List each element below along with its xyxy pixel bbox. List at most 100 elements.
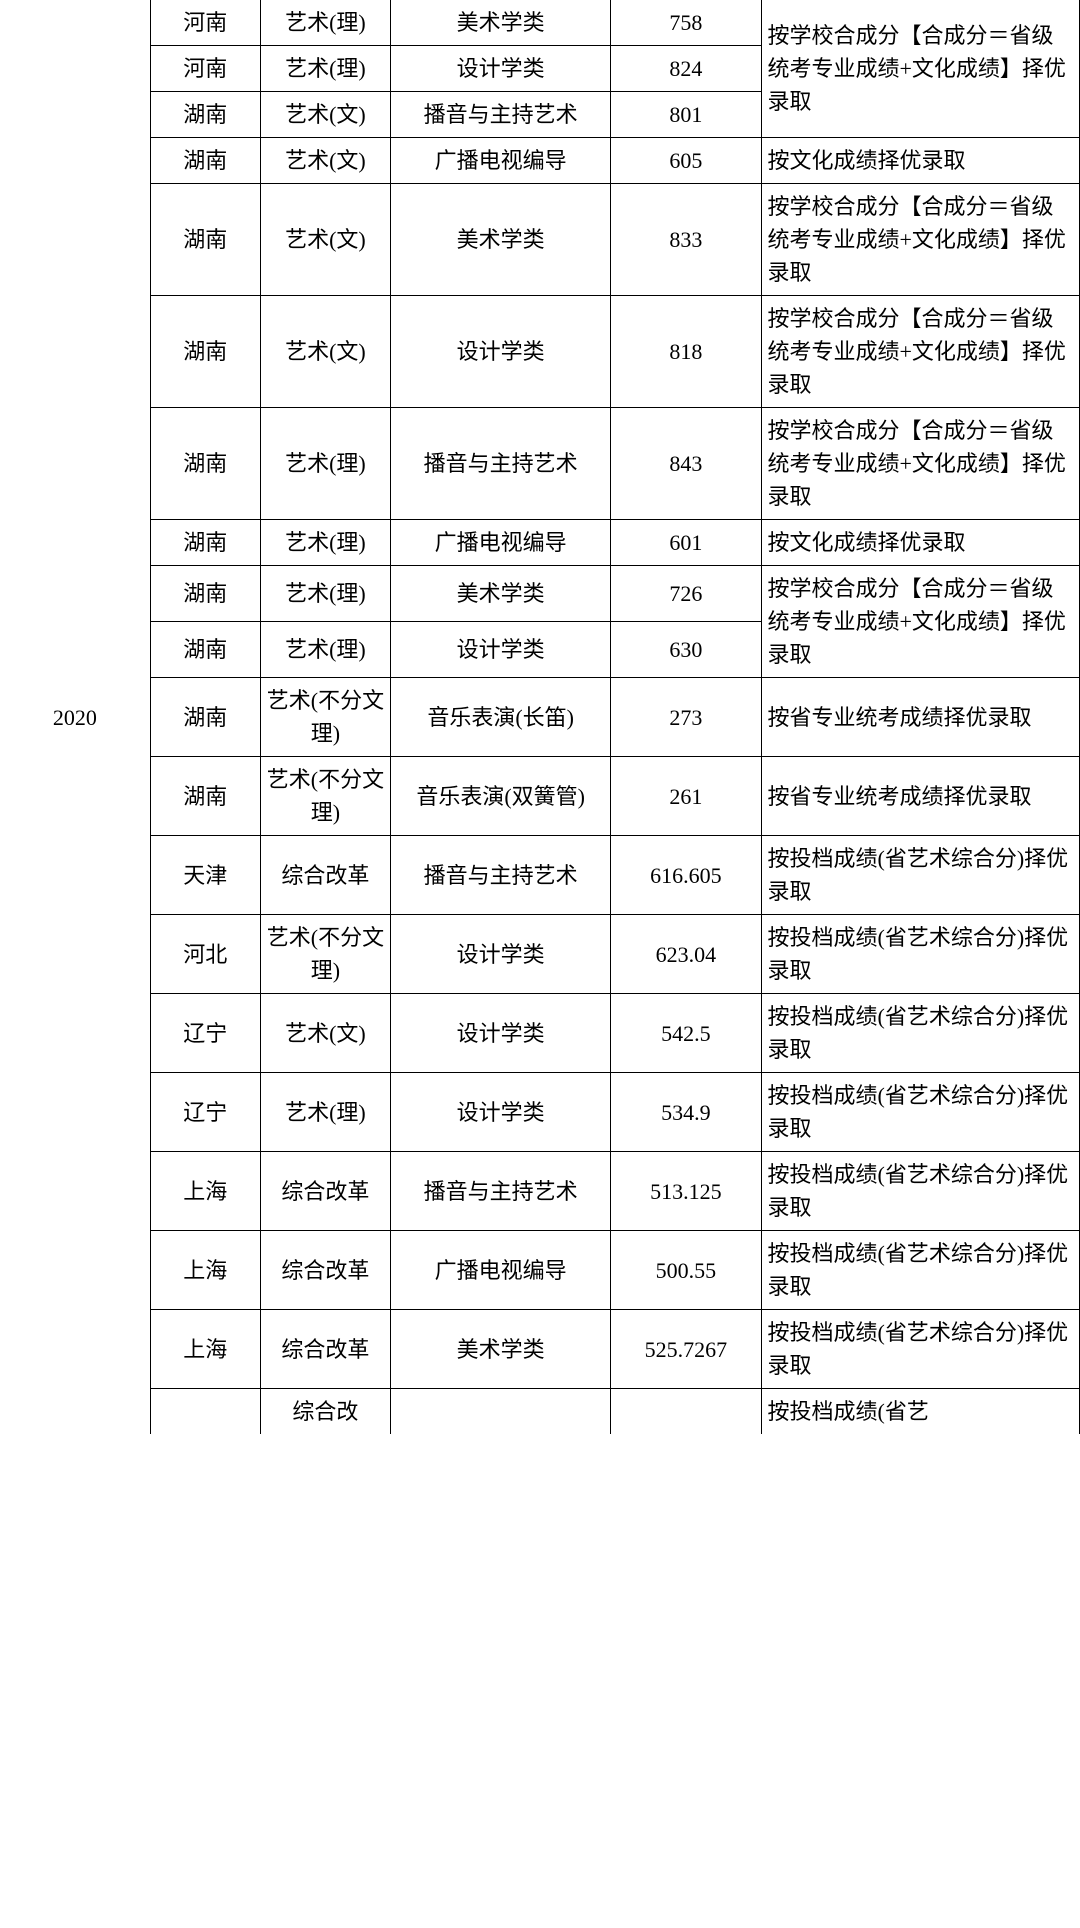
table-row: 河北 艺术(不分文理) 设计学类 623.04 按投档成绩(省艺术综合分)择优录… (0, 915, 1080, 994)
table-row: 上海 综合改革 广播电视编导 500.55 按投档成绩(省艺术综合分)择优录取 (0, 1231, 1080, 1310)
score-cell: 818 (611, 296, 761, 408)
table-row: 辽宁 艺术(理) 设计学类 534.9 按投档成绩(省艺术综合分)择优录取 (0, 1073, 1080, 1152)
score-cell: 726 (611, 566, 761, 622)
major-cell: 美术学类 (391, 0, 611, 46)
prov-cell: 湖南 (150, 408, 260, 520)
major-cell: 设计学类 (391, 994, 611, 1073)
remark-cell: 按投档成绩(省艺术综合分)择优录取 (761, 836, 1079, 915)
remark-cell: 按投档成绩(省艺术综合分)择优录取 (761, 1310, 1079, 1389)
prov-cell: 湖南 (150, 757, 260, 836)
major-cell: 设计学类 (391, 46, 611, 92)
cat-cell: 艺术(理) (260, 0, 390, 46)
table-row: 天津 综合改革 播音与主持艺术 616.605 按投档成绩(省艺术综合分)择优录… (0, 836, 1080, 915)
prov-cell: 湖南 (150, 520, 260, 566)
cat-cell: 艺术(理) (260, 520, 390, 566)
prov-cell: 湖南 (150, 296, 260, 408)
prov-cell: 湖南 (150, 138, 260, 184)
prov-cell: 辽宁 (150, 994, 260, 1073)
prov-cell (150, 1389, 260, 1435)
table-row: 湖南 艺术(理) 播音与主持艺术 843 按学校合成分【合成分＝省级统考专业成绩… (0, 408, 1080, 520)
prov-cell: 湖南 (150, 566, 260, 622)
score-cell: 623.04 (611, 915, 761, 994)
prov-cell: 河南 (150, 0, 260, 46)
prov-cell: 河北 (150, 915, 260, 994)
cat-cell: 艺术(文) (260, 994, 390, 1073)
score-cell: 500.55 (611, 1231, 761, 1310)
score-cell: 824 (611, 46, 761, 92)
major-cell: 广播电视编导 (391, 138, 611, 184)
score-cell: 833 (611, 184, 761, 296)
remark-cell: 按学校合成分【合成分＝省级统考专业成绩+文化成绩】择优录取 (761, 296, 1079, 408)
major-cell: 广播电视编导 (391, 1231, 611, 1310)
major-cell: 音乐表演(长笛) (391, 678, 611, 757)
remark-cell: 按省专业统考成绩择优录取 (761, 678, 1079, 757)
major-cell: 美术学类 (391, 1310, 611, 1389)
table-row: 湖南 艺术(文) 美术学类 833 按学校合成分【合成分＝省级统考专业成绩+文化… (0, 184, 1080, 296)
cat-cell: 综合改革 (260, 1310, 390, 1389)
table-row: 上海 综合改革 播音与主持艺术 513.125 按投档成绩(省艺术综合分)择优录… (0, 1152, 1080, 1231)
table-row: 湖南 艺术(文) 设计学类 818 按学校合成分【合成分＝省级统考专业成绩+文化… (0, 296, 1080, 408)
table-row: 综合改 按投档成绩(省艺 (0, 1389, 1080, 1435)
major-cell: 设计学类 (391, 622, 611, 678)
score-cell: 758 (611, 0, 761, 46)
remark-cell: 按投档成绩(省艺术综合分)择优录取 (761, 1073, 1079, 1152)
score-cell: 261 (611, 757, 761, 836)
prov-cell: 辽宁 (150, 1073, 260, 1152)
major-cell: 设计学类 (391, 296, 611, 408)
score-cell: 801 (611, 92, 761, 138)
cat-cell: 综合改 (260, 1389, 390, 1435)
score-cell: 513.125 (611, 1152, 761, 1231)
remark-cell: 按投档成绩(省艺术综合分)择优录取 (761, 1152, 1079, 1231)
score-cell: 273 (611, 678, 761, 757)
table-row: 湖南 艺术(文) 广播电视编导 605 按文化成绩择优录取 (0, 138, 1080, 184)
prov-cell: 天津 (150, 836, 260, 915)
table-row: 辽宁 艺术(文) 设计学类 542.5 按投档成绩(省艺术综合分)择优录取 (0, 994, 1080, 1073)
score-cell: 630 (611, 622, 761, 678)
prov-cell: 湖南 (150, 622, 260, 678)
major-cell: 播音与主持艺术 (391, 836, 611, 915)
cat-cell: 艺术(理) (260, 408, 390, 520)
major-cell: 设计学类 (391, 915, 611, 994)
major-cell: 播音与主持艺术 (391, 1152, 611, 1231)
cat-cell: 艺术(不分文理) (260, 915, 390, 994)
major-cell (391, 1389, 611, 1435)
cat-cell: 艺术(不分文理) (260, 757, 390, 836)
remark-cell: 按文化成绩择优录取 (761, 520, 1079, 566)
remark-cell: 按学校合成分【合成分＝省级统考专业成绩+文化成绩】择优录取 (761, 408, 1079, 520)
cat-cell: 综合改革 (260, 1152, 390, 1231)
remark-cell: 按投档成绩(省艺术综合分)择优录取 (761, 915, 1079, 994)
score-cell: 616.605 (611, 836, 761, 915)
prov-cell: 上海 (150, 1310, 260, 1389)
major-cell: 广播电视编导 (391, 520, 611, 566)
remark-cell: 按省专业统考成绩择优录取 (761, 757, 1079, 836)
remark-cell: 按投档成绩(省艺术综合分)择优录取 (761, 994, 1079, 1073)
cat-cell: 艺术(理) (260, 1073, 390, 1152)
cat-cell: 艺术(理) (260, 46, 390, 92)
remark-cell: 按学校合成分【合成分＝省级统考专业成绩+文化成绩】择优录取 (761, 566, 1079, 678)
table-row: 湖南 艺术(理) 广播电视编导 601 按文化成绩择优录取 (0, 520, 1080, 566)
score-cell: 843 (611, 408, 761, 520)
prov-cell: 湖南 (150, 678, 260, 757)
major-cell: 播音与主持艺术 (391, 408, 611, 520)
score-cell: 542.5 (611, 994, 761, 1073)
prov-cell: 上海 (150, 1152, 260, 1231)
cat-cell: 艺术(文) (260, 138, 390, 184)
score-cell: 605 (611, 138, 761, 184)
cat-cell: 艺术(理) (260, 566, 390, 622)
prov-cell: 上海 (150, 1231, 260, 1310)
cat-cell: 综合改革 (260, 836, 390, 915)
major-cell: 音乐表演(双簧管) (391, 757, 611, 836)
remark-cell: 按投档成绩(省艺术综合分)择优录取 (761, 1231, 1079, 1310)
major-cell: 设计学类 (391, 1073, 611, 1152)
year-cell: 2020 (0, 0, 150, 1434)
table-row: 湖南 艺术(不分文理) 音乐表演(长笛) 273 按省专业统考成绩择优录取 (0, 678, 1080, 757)
prov-cell: 河南 (150, 46, 260, 92)
cat-cell: 综合改革 (260, 1231, 390, 1310)
cat-cell: 艺术(不分文理) (260, 678, 390, 757)
major-cell: 美术学类 (391, 566, 611, 622)
remark-cell: 按学校合成分【合成分＝省级统考专业成绩+文化成绩】择优录取 (761, 0, 1079, 138)
major-cell: 播音与主持艺术 (391, 92, 611, 138)
remark-cell: 按文化成绩择优录取 (761, 138, 1079, 184)
score-cell: 525.7267 (611, 1310, 761, 1389)
table-row: 上海 综合改革 美术学类 525.7267 按投档成绩(省艺术综合分)择优录取 (0, 1310, 1080, 1389)
